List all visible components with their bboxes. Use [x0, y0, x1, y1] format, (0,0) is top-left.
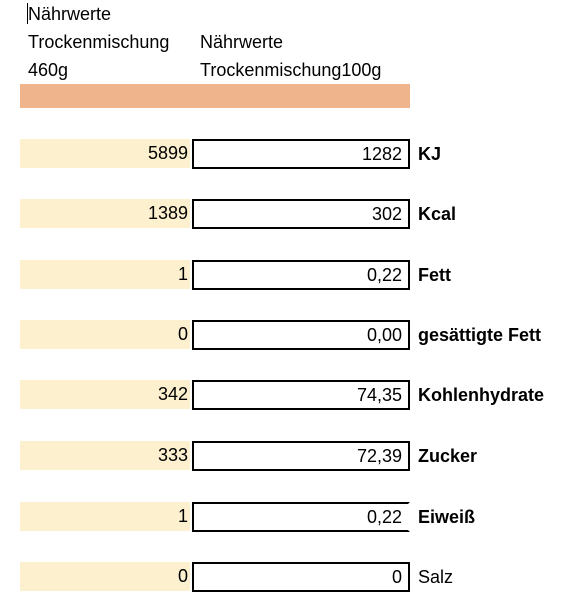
table-row: 1389 302 Kcal: [0, 199, 566, 229]
per100-cell[interactable]: 1282: [192, 139, 410, 169]
header-col1-line1[interactable]: Trockenmischung: [28, 32, 170, 52]
total-cell[interactable]: 0: [20, 320, 190, 349]
table-row: 0 0 Salz: [0, 562, 566, 592]
total-cell[interactable]: 333: [20, 441, 190, 470]
total-cell[interactable]: 5899: [20, 139, 190, 168]
header-col2-line1[interactable]: Nährwerte: [200, 32, 284, 52]
total-cell[interactable]: 342: [20, 380, 190, 409]
per100-cell[interactable]: 302: [192, 199, 410, 229]
header-color-band: [20, 84, 410, 108]
per100-cell[interactable]: 74,35: [192, 380, 410, 410]
nutrient-label[interactable]: Kohlenhydrate: [418, 385, 545, 405]
table-row: 1 0,22 Fett: [0, 260, 566, 290]
total-cell[interactable]: 1: [20, 260, 190, 289]
text-cursor: [27, 3, 28, 24]
total-cell[interactable]: 0: [20, 562, 190, 591]
table-row: 1 0,22 Eiweiß: [0, 502, 566, 532]
per100-cell[interactable]: 0,22: [192, 502, 410, 532]
nutrient-label[interactable]: Kcal: [418, 204, 457, 224]
header-col2-line2[interactable]: Trockenmischung100g: [200, 60, 382, 80]
per100-cell[interactable]: 72,39: [192, 441, 410, 471]
nutrient-label[interactable]: Eiweiß: [418, 507, 476, 527]
nutrient-label[interactable]: gesättigte Fett: [418, 325, 542, 345]
table-row: 342 74,35 Kohlenhydrate: [0, 380, 566, 410]
nutrient-label[interactable]: Zucker: [418, 446, 478, 466]
nutrient-label[interactable]: Fett: [418, 265, 451, 285]
header-col1-line2[interactable]: 460g: [28, 60, 69, 80]
header-title[interactable]: Nährwerte: [28, 4, 112, 24]
per100-cell[interactable]: 0,00: [192, 320, 410, 350]
total-cell[interactable]: 1389: [20, 199, 190, 228]
table-row: 0 0,00 gesättigte Fett: [0, 320, 566, 350]
per100-cell[interactable]: 0: [192, 562, 410, 592]
nutrient-label[interactable]: KJ: [418, 144, 442, 164]
nutrient-label[interactable]: Salz: [418, 567, 454, 587]
total-cell[interactable]: 1: [20, 502, 190, 531]
per100-cell[interactable]: 0,22: [192, 260, 410, 290]
table-row: 333 72,39 Zucker: [0, 441, 566, 471]
table-row: 5899 1282 KJ: [0, 139, 566, 169]
